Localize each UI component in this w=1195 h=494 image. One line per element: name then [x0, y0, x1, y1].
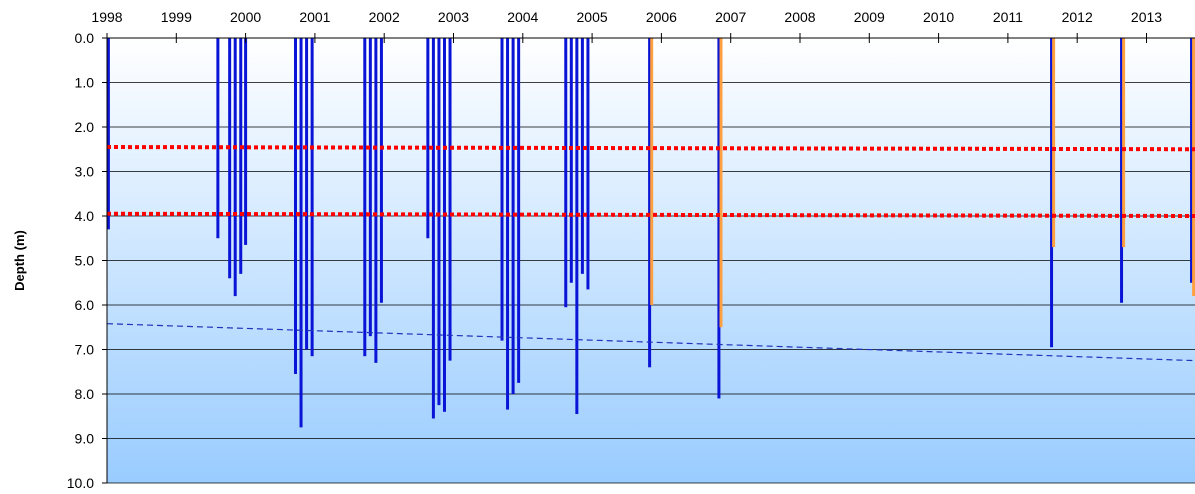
y-tick-label: 9.0	[75, 431, 95, 447]
y-tick-labels: 0.0 1.0 2.0 3.0 4.0 5.0 6.0 7.0 8.0 9.0 10.0	[67, 30, 94, 491]
y-tick-label: 6.0	[75, 297, 95, 313]
x-tick-label: 1999	[161, 9, 192, 25]
depth-bar	[586, 38, 590, 290]
axes	[102, 33, 1195, 484]
depth-bar	[500, 38, 504, 341]
x-tick-label: 2008	[784, 9, 815, 25]
depth-bar-secondary	[719, 38, 723, 328]
x-tick-label: 2004	[507, 9, 538, 25]
reference-line	[106, 211, 1195, 218]
depth-bar	[106, 38, 110, 230]
y-tick-label: 1.0	[75, 75, 95, 91]
x-tick-label: 1998	[91, 9, 122, 25]
x-tick-label: 2003	[438, 9, 469, 25]
depth-bar	[437, 38, 441, 406]
x-tick-label: 2009	[854, 9, 885, 25]
y-axis-label: Depth (m)	[12, 230, 27, 291]
depth-bar	[442, 38, 446, 412]
depth-bar	[506, 38, 510, 410]
depth-bar	[374, 38, 378, 363]
x-tick-label: 2013	[1131, 9, 1162, 25]
depth-bar	[564, 38, 568, 308]
depth-bar-secondary	[1192, 38, 1195, 297]
depth-bar-secondary	[1052, 38, 1056, 248]
depth-bar	[648, 38, 652, 368]
depth-bar	[569, 38, 573, 283]
y-tick-label: 3.0	[75, 164, 95, 180]
depth-bar	[575, 38, 579, 415]
depth-bar	[310, 38, 314, 357]
depth-bar	[293, 38, 297, 374]
y-tick-label: 7.0	[75, 342, 95, 358]
x-tick-labels: 1998 1999 2000 2001 2002 2003 2004 2005 2006 2007…	[91, 9, 1162, 25]
depth-bar-secondary	[650, 38, 654, 305]
x-tick-label: 2002	[369, 9, 400, 25]
depth-bar	[1120, 38, 1124, 303]
y-tick-label: 2.0	[75, 119, 95, 135]
depth-bar	[363, 38, 367, 357]
reference-line	[106, 145, 1195, 152]
x-tick-label: 2006	[646, 9, 677, 25]
depth-bar	[379, 38, 383, 303]
x-tick-label: 2007	[715, 9, 746, 25]
x-tick-label: 2011	[993, 9, 1023, 25]
x-tick-label: 2000	[230, 9, 261, 25]
y-tick-label: 10.0	[67, 475, 94, 491]
depth-bar	[216, 38, 220, 239]
depth-bar	[239, 38, 243, 274]
x-tick-label: 2012	[1062, 9, 1093, 25]
depth-bar	[305, 38, 309, 350]
depth-bar	[244, 38, 248, 245]
x-tick-label: 2001	[299, 9, 330, 25]
depth-bar	[299, 38, 303, 428]
depth-bar	[233, 38, 237, 297]
y-tick-label: 0.0	[75, 30, 95, 46]
depth-bar-secondary	[1122, 38, 1126, 248]
depth-bar	[228, 38, 232, 279]
trend-line	[106, 323, 1195, 362]
depth-bar	[426, 38, 430, 239]
y-tick-label: 8.0	[75, 386, 95, 402]
depth-bar	[517, 38, 521, 383]
depth-bar	[1050, 38, 1054, 348]
depth-bar	[580, 38, 584, 274]
trend-line-path	[106, 323, 1195, 362]
y-tick-label: 4.0	[75, 208, 95, 224]
depth-bar	[368, 38, 372, 337]
depth-bar	[448, 38, 452, 361]
depth-bar	[717, 38, 721, 399]
x-tick-label: 2010	[923, 9, 954, 25]
depth-bar	[1190, 38, 1194, 283]
y-tick-label: 5.0	[75, 253, 95, 269]
depth-bar	[431, 38, 435, 419]
x-tick-label: 2005	[577, 9, 608, 25]
reference-lines	[106, 145, 1195, 218]
